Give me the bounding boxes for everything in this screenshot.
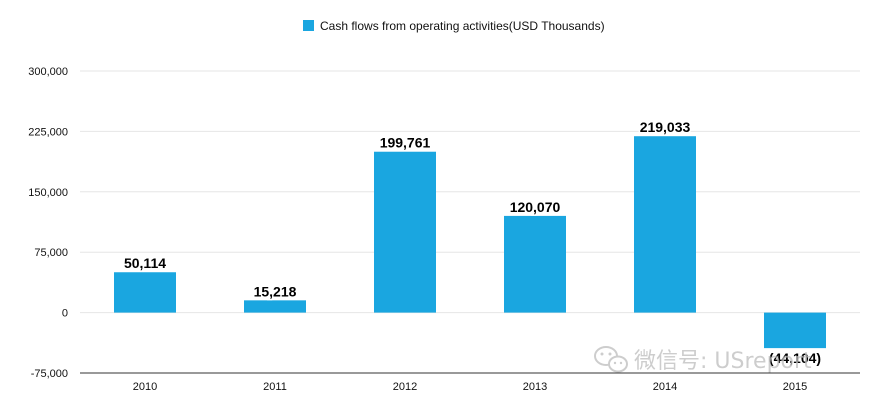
x-tick-label: 2011 [263, 381, 287, 393]
x-tick-label: 2015 [783, 381, 807, 393]
y-axis-ticks: -75,000 0 75,000 150,000 225,000 300,000 [28, 66, 68, 380]
bar [504, 215, 566, 313]
x-tick-label: 2010 [133, 381, 157, 393]
data-label: 120,070 [510, 199, 561, 215]
x-tick-label: 2013 [523, 381, 547, 393]
data-label: 15,218 [254, 283, 297, 299]
y-tick-label: 300,000 [28, 66, 68, 78]
bar [244, 300, 306, 313]
data-label: 219,033 [640, 119, 691, 135]
grid-lines [80, 70, 860, 314]
data-label: 199,761 [380, 135, 431, 151]
y-tick-label: 0 [62, 308, 68, 320]
bars [114, 136, 826, 349]
y-tick-label: -75,000 [31, 368, 68, 380]
data-labels: 50,114 15,218 199,761 120,070 219,033 (44,104… [122, 118, 822, 368]
legend-swatch [303, 20, 314, 31]
bar [114, 272, 176, 313]
bar [764, 312, 826, 349]
bar [634, 136, 696, 313]
legend-label: Cash flows from operating activities(USD… [320, 19, 605, 33]
bar [374, 151, 436, 313]
x-axis-ticks: 2010 2011 2012 2013 2014 2015 [133, 381, 807, 393]
x-tick-label: 2012 [393, 381, 417, 393]
watermark: 微信号: USreport [594, 346, 812, 374]
wechat-icon [594, 346, 628, 373]
y-tick-label: 225,000 [28, 126, 68, 138]
x-tick-label: 2014 [653, 381, 677, 393]
y-tick-label: 75,000 [34, 247, 68, 259]
chart-legend: Cash flows from operating activities(USD… [303, 19, 605, 33]
watermark-text: 微信号: USreport [634, 349, 812, 374]
y-tick-label: 150,000 [28, 187, 68, 199]
data-label: (44,104) [769, 350, 821, 366]
data-label: 50,114 [124, 255, 166, 271]
